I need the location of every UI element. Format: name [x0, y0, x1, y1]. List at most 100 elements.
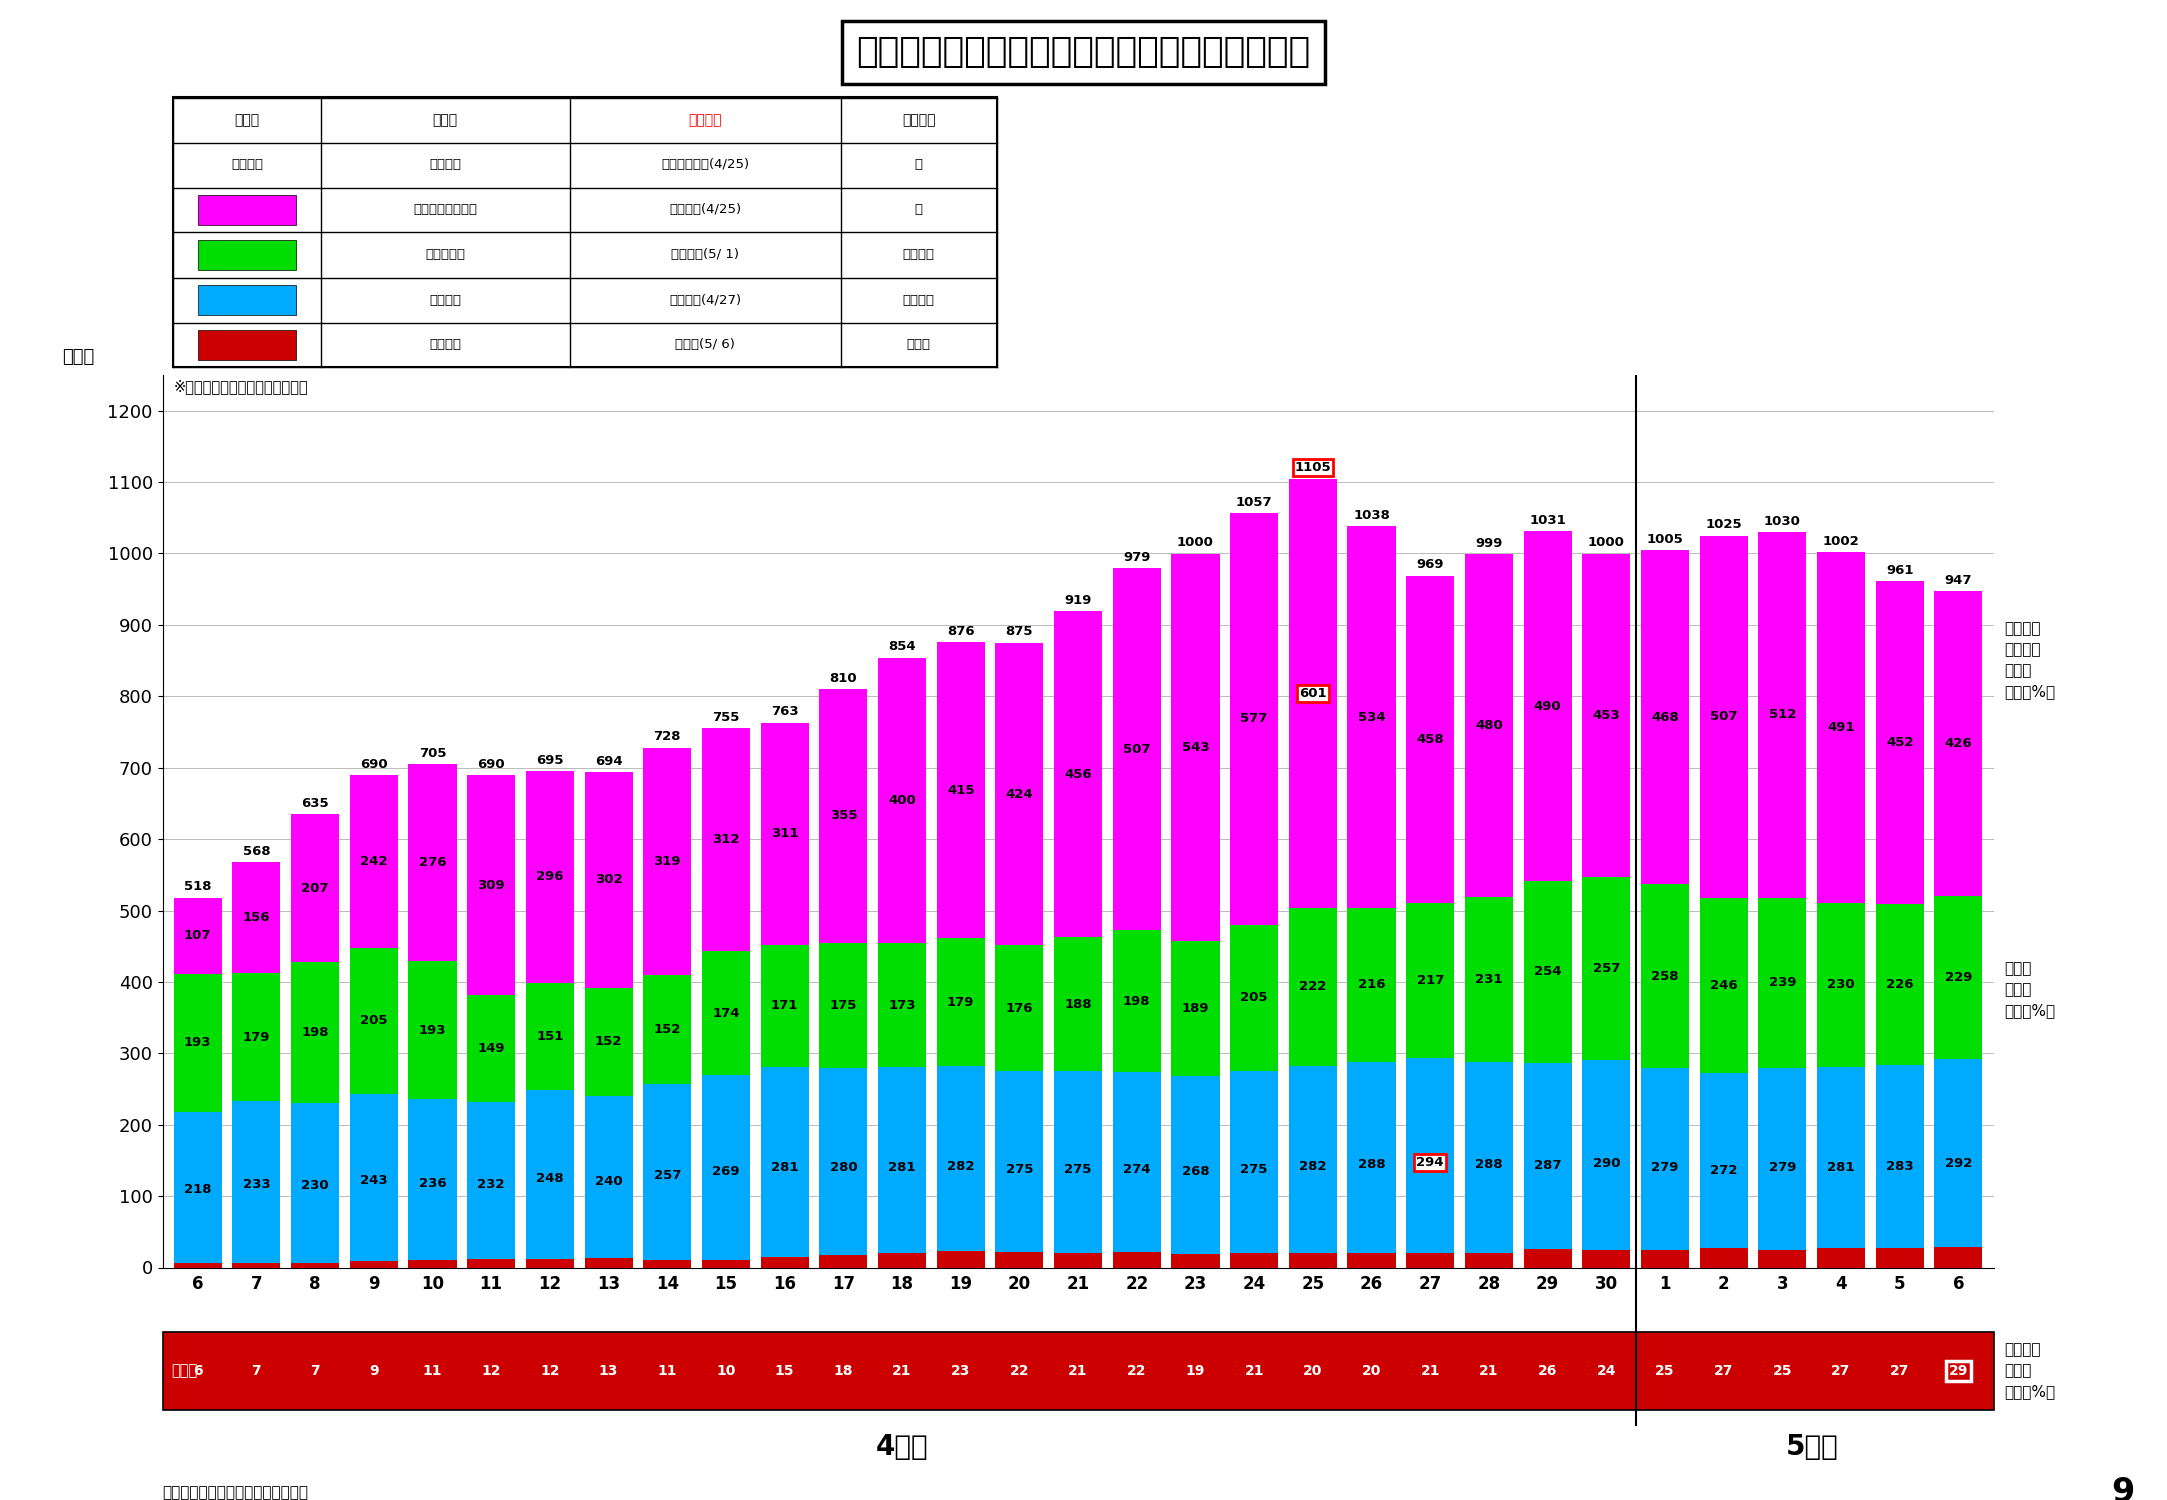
Text: ２５８人(5/ 1): ２５８人(5/ 1): [672, 249, 739, 261]
Text: 695: 695: [535, 754, 563, 766]
Bar: [1640, 1068, 1688, 1268]
Bar: [1816, 903, 1866, 1066]
Bar: [173, 1112, 221, 1268]
Bar: [527, 1090, 574, 1268]
Text: １，１０５人(4/25): １，１０５人(4/25): [661, 159, 750, 171]
Text: 424: 424: [1005, 788, 1034, 801]
Text: 13: 13: [598, 1364, 618, 1378]
Bar: [702, 1260, 750, 1268]
Bar: [173, 1263, 221, 1268]
Text: 281: 281: [771, 1161, 797, 1173]
Text: 20: 20: [1361, 1364, 1380, 1378]
Bar: [1406, 576, 1454, 903]
Bar: [1523, 880, 1571, 1062]
Text: 21: 21: [1422, 1364, 1439, 1378]
Text: 27: 27: [1831, 1364, 1851, 1378]
Text: 979: 979: [1123, 550, 1151, 564]
Text: 763: 763: [771, 705, 797, 718]
Text: ※　重症者数は、入院者数の内数: ※ 重症者数は、入院者数の内数: [173, 380, 308, 394]
Bar: [1582, 878, 1630, 1060]
Text: 275: 275: [1240, 1162, 1268, 1176]
Text: 236: 236: [418, 1176, 446, 1190]
Bar: [1582, 1251, 1630, 1268]
Bar: [761, 1257, 808, 1268]
Text: 257: 257: [1593, 962, 1621, 975]
Text: 21: 21: [893, 1364, 912, 1378]
Text: 26: 26: [1539, 1364, 1558, 1378]
Text: 288: 288: [1359, 1158, 1385, 1172]
Text: 9: 9: [368, 1364, 379, 1378]
Bar: [936, 939, 984, 1066]
Bar: [290, 1104, 340, 1268]
Text: ２９人(5/ 6): ２９人(5/ 6): [676, 339, 735, 351]
Text: 275: 275: [1005, 1162, 1034, 1176]
Text: ６０１人(4/25): ６０１人(4/25): [670, 204, 741, 216]
Text: 947: 947: [1944, 574, 1972, 586]
Bar: [232, 974, 280, 1101]
Text: 268: 268: [1181, 1166, 1209, 1179]
Bar: [349, 948, 399, 1094]
Bar: [290, 815, 340, 962]
Bar: [1172, 554, 1220, 940]
Bar: [1935, 1246, 1983, 1268]
Bar: [1699, 897, 1749, 1074]
Bar: [1877, 582, 1924, 904]
Text: 232: 232: [477, 1178, 505, 1191]
Text: 198: 198: [301, 1026, 329, 1039]
Text: 755: 755: [713, 711, 739, 724]
Bar: [1935, 896, 1983, 1059]
Text: 12: 12: [481, 1364, 501, 1378]
Bar: [407, 764, 457, 962]
Text: 確保病床: 確保病床: [901, 112, 936, 128]
Bar: [1231, 513, 1279, 926]
Bar: [232, 1101, 280, 1268]
Bar: [468, 996, 516, 1102]
Bar: [1757, 1068, 1807, 1268]
Bar: [1348, 908, 1396, 1062]
Text: 254: 254: [1534, 966, 1562, 978]
Text: 568: 568: [243, 844, 271, 858]
Text: 151: 151: [535, 1030, 563, 1042]
Text: 302: 302: [594, 873, 622, 886]
Bar: [1172, 1254, 1220, 1268]
Bar: [1523, 531, 1571, 880]
Bar: [232, 1263, 280, 1268]
Text: 279: 279: [1651, 1161, 1679, 1174]
Text: 690: 690: [360, 758, 388, 771]
Text: 25: 25: [1773, 1364, 1792, 1378]
Text: 過去最多: 過去最多: [689, 112, 722, 128]
Text: 577: 577: [1240, 712, 1268, 726]
Text: 274: 274: [1123, 1162, 1151, 1176]
Bar: [1231, 1071, 1279, 1268]
Bar: [1699, 1074, 1749, 1268]
Bar: [232, 862, 280, 974]
Bar: [1112, 1252, 1162, 1268]
Text: 292: 292: [1944, 1156, 1972, 1170]
Bar: [1582, 554, 1630, 878]
Bar: [702, 1076, 750, 1268]
Text: 705: 705: [418, 747, 446, 760]
Text: 319: 319: [654, 855, 680, 868]
Text: 20: 20: [1302, 1364, 1322, 1378]
Text: 188: 188: [1064, 998, 1092, 1011]
Text: 217: 217: [1417, 974, 1443, 987]
Text: 奈良県内における療養者数、入院者数等の推移: 奈良県内における療養者数、入院者数等の推移: [856, 36, 1311, 69]
Text: 15: 15: [776, 1364, 795, 1378]
Bar: [936, 1251, 984, 1268]
Text: 243: 243: [360, 1174, 388, 1186]
Text: 重症病床
使用率
（９１%）: 重症病床 使用率 （９１%）: [2004, 1342, 2056, 1400]
Text: 290: 290: [1593, 1158, 1621, 1170]
Bar: [527, 1258, 574, 1268]
Text: 230: 230: [301, 1179, 329, 1192]
Bar: [468, 776, 516, 996]
Bar: [936, 1066, 984, 1268]
Text: ４２４室: ４２４室: [904, 249, 934, 261]
Bar: [1348, 526, 1396, 908]
Text: 152: 152: [654, 1023, 680, 1036]
Text: 240: 240: [594, 1176, 622, 1188]
Text: 宿泊療養
確保室数
使用率
（５４%）: 宿泊療養 確保室数 使用率 （５４%）: [2004, 621, 2056, 699]
Bar: [995, 1252, 1044, 1268]
Text: （人）: （人）: [63, 348, 93, 366]
Text: 21: 21: [1068, 1364, 1088, 1378]
Text: 207: 207: [301, 882, 329, 894]
